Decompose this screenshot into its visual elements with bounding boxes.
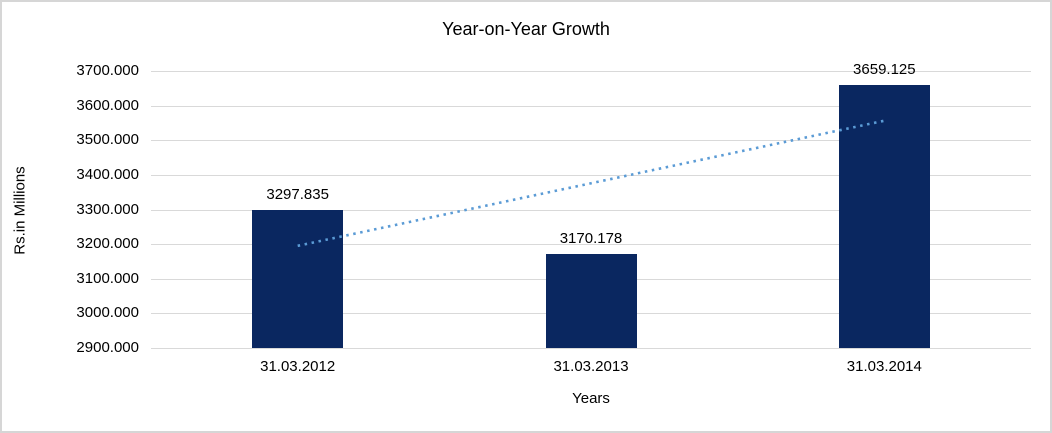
y-tick-label: 3100.000 — [76, 269, 139, 287]
gridline — [151, 244, 1031, 246]
gridline — [151, 174, 1031, 176]
y-tick-label: 2900.000 — [76, 339, 139, 356]
gridline — [151, 140, 1031, 142]
bar — [252, 210, 344, 348]
gridline — [151, 105, 1031, 107]
gridline — [151, 71, 1031, 72]
gridline — [151, 348, 1031, 349]
y-axis-tick-labels: 3700.000 3600.000 3500.000 3400.000 3300.000… — [2, 2, 139, 431]
plot-area: 3297.835 3170.178 3659.125 — [151, 61, 1031, 349]
x-tick-label: 31.03.2012 — [260, 358, 336, 375]
x-tick-label: 31.03.2014 — [846, 358, 922, 375]
y-tick-label: 3500.000 — [76, 131, 139, 149]
bar-value-label: 3297.835 — [266, 186, 329, 204]
x-tick-label: 31.03.2013 — [553, 358, 629, 375]
y-tick-label: 3200.000 — [76, 235, 139, 253]
y-tick-label: 3300.000 — [76, 200, 139, 218]
y-tick-label: 3400.000 — [76, 165, 139, 183]
y-tick-label: 3600.000 — [76, 96, 139, 114]
bar-value-label: 3170.178 — [559, 230, 623, 248]
y-tick-label: 3700.000 — [76, 62, 139, 79]
y-tick-label: 3000.000 — [76, 304, 139, 322]
bar — [838, 85, 930, 348]
trendline — [297, 119, 885, 248]
bar-value-label: 3659.125 — [853, 61, 916, 79]
x-axis-title: Years — [572, 390, 610, 407]
bar — [545, 254, 637, 348]
gridline — [151, 209, 1031, 211]
chart-title: Year-on-Year Growth — [442, 19, 610, 39]
